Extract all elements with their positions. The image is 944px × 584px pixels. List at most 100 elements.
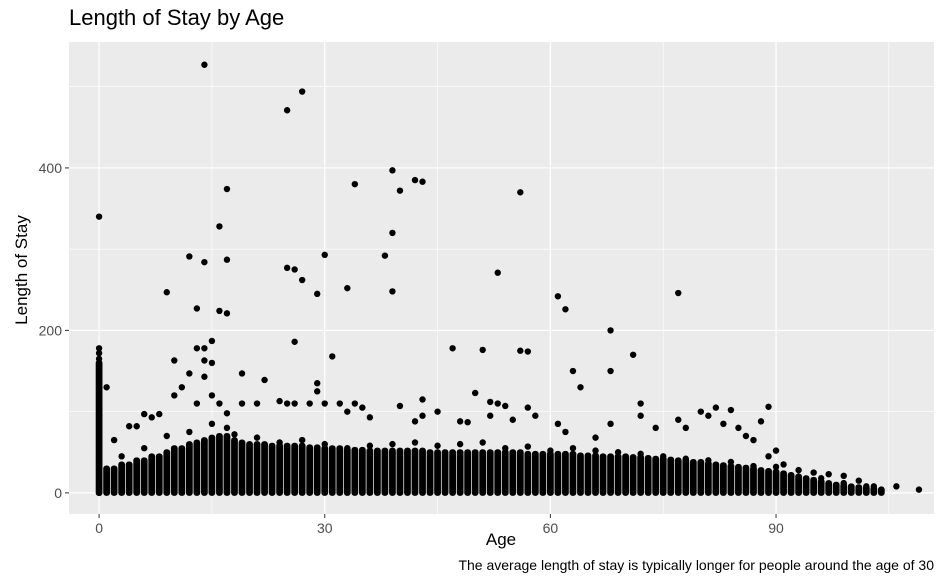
data-band — [531, 450, 539, 496]
data-point — [103, 384, 110, 391]
data-point — [314, 380, 321, 387]
data-band — [456, 449, 464, 496]
data-point — [592, 434, 599, 441]
data-point — [314, 290, 321, 298]
data-band — [712, 461, 720, 496]
data-point — [389, 288, 396, 295]
data-point — [336, 400, 343, 407]
data-point — [95, 477, 103, 484]
x-axis-title: Age — [486, 530, 516, 549]
y-axis-title: Length of Stay — [12, 215, 31, 325]
data-band — [644, 454, 652, 496]
data-band — [855, 484, 863, 496]
data-point — [675, 289, 682, 297]
data-point — [283, 107, 291, 114]
data-point — [171, 357, 178, 364]
data-point — [95, 489, 103, 497]
data-point — [95, 385, 103, 393]
data-point — [321, 400, 328, 407]
data-band — [547, 450, 554, 496]
data-point — [216, 307, 223, 315]
x-tick-label: 90 — [768, 520, 784, 536]
data-point — [705, 457, 712, 464]
data-band — [727, 463, 735, 496]
data-point — [607, 367, 614, 375]
data-band — [313, 444, 321, 496]
data-band — [201, 437, 208, 496]
data-point — [283, 400, 291, 407]
data-point — [487, 412, 494, 419]
y-tick-label: 0 — [54, 485, 62, 501]
data-point — [156, 410, 163, 418]
data-point — [396, 187, 404, 194]
data-band — [178, 445, 186, 496]
data-point — [201, 345, 208, 352]
y-tick-label: 400 — [39, 160, 63, 176]
data-point — [201, 373, 208, 380]
data-point — [637, 450, 644, 458]
data-band — [261, 441, 268, 496]
data-band — [509, 449, 517, 496]
data-band — [231, 437, 238, 496]
data-point — [464, 418, 471, 426]
data-band — [125, 461, 133, 496]
data-band — [569, 450, 577, 496]
data-point — [223, 185, 231, 193]
data-point — [592, 447, 599, 454]
data-band — [524, 450, 532, 496]
data-point — [562, 306, 569, 313]
data-band — [659, 455, 667, 496]
data-point — [95, 453, 103, 460]
data-band — [599, 453, 607, 496]
data-point — [216, 223, 223, 230]
data-point — [95, 375, 103, 383]
data-band — [622, 453, 629, 496]
data-point — [186, 253, 193, 260]
data-band — [351, 446, 359, 496]
data-point — [216, 400, 223, 407]
data-point — [261, 376, 268, 384]
data-point — [614, 449, 622, 456]
data-point — [306, 400, 313, 407]
data-point — [524, 348, 532, 355]
data-band — [268, 442, 276, 496]
data-point — [148, 414, 155, 421]
data-point — [532, 412, 539, 419]
data-point — [208, 420, 216, 428]
data-point — [193, 305, 201, 312]
data-point — [494, 269, 501, 276]
data-point — [772, 463, 780, 471]
data-point — [682, 455, 689, 462]
data-point — [637, 412, 644, 419]
data-point — [456, 440, 464, 448]
data-point — [291, 400, 298, 407]
data-point — [517, 189, 524, 196]
data-point — [637, 400, 644, 407]
data-point — [359, 404, 366, 411]
data-point — [502, 402, 509, 410]
data-band — [592, 452, 599, 496]
data-point — [524, 443, 532, 450]
data-point — [479, 439, 486, 446]
data-point — [487, 398, 494, 406]
data-point — [193, 345, 201, 352]
data-point — [629, 351, 637, 358]
data-point — [208, 359, 216, 367]
data-band — [720, 462, 727, 496]
data-band — [276, 442, 283, 496]
data-point — [366, 414, 374, 421]
data-band — [336, 445, 344, 496]
data-band — [501, 449, 509, 496]
data-point — [208, 392, 216, 399]
data-point — [419, 178, 426, 185]
data-point — [509, 416, 516, 423]
data-point — [554, 420, 562, 428]
data-point — [607, 327, 614, 334]
data-point — [825, 470, 832, 478]
data-band — [697, 459, 705, 496]
data-point — [381, 252, 389, 259]
data-point — [133, 423, 140, 430]
data-point — [291, 266, 298, 273]
data-point — [201, 61, 208, 68]
data-point — [863, 483, 870, 490]
